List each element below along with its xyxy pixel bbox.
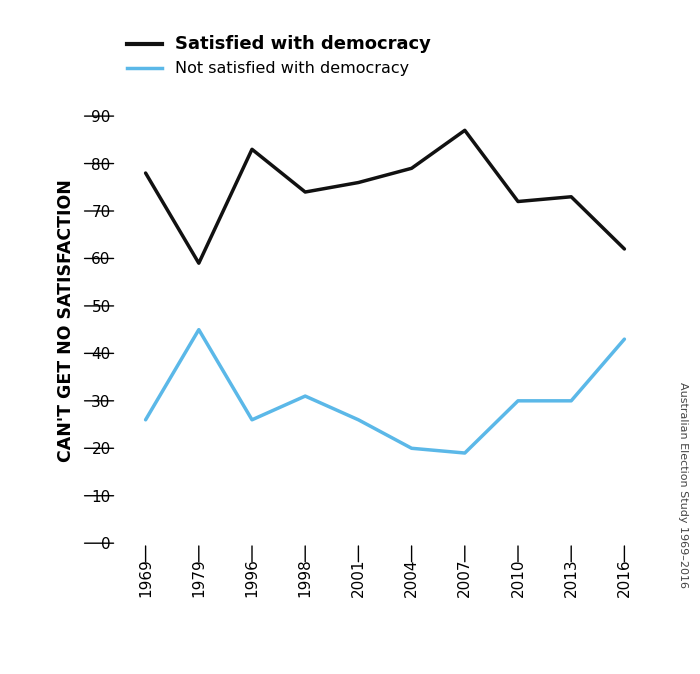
Y-axis label: CAN'T GET NO SATISFACTION: CAN'T GET NO SATISFACTION xyxy=(57,179,75,462)
Legend: Satisfied with democracy, Not satisfied with democracy: Satisfied with democracy, Not satisfied … xyxy=(127,35,430,76)
Text: Australian Election Study 1969–2016: Australian Election Study 1969–2016 xyxy=(678,382,687,588)
